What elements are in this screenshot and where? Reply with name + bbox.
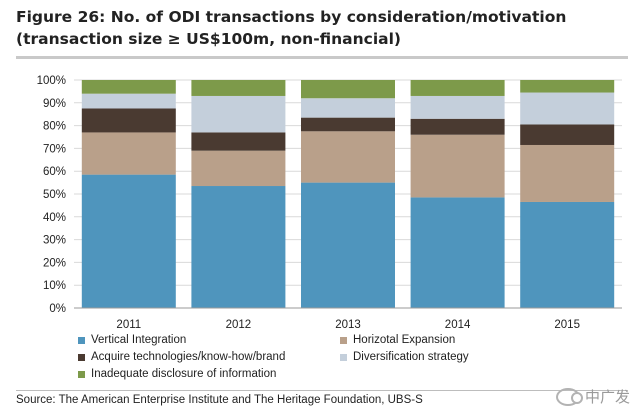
bar-segment <box>191 80 286 96</box>
bar-segment <box>410 134 505 198</box>
y-tick-label: 80% <box>43 121 66 133</box>
title-divider <box>16 56 628 59</box>
bar-segment <box>520 144 615 202</box>
legend-label: Diversification strategy <box>353 351 469 363</box>
x-tick-label: 2011 <box>116 319 141 331</box>
legend-label: Inadequate disclosure of information <box>91 368 277 380</box>
stacked-bar-chart: 0% 10% 20% 30% 40% 50% 60% 70% 80% 90% 100% 2011 201… <box>37 75 622 331</box>
legend-item: Acquire technologies/know-how/brand <box>78 349 285 365</box>
bar-segment <box>410 197 505 308</box>
bar-segment <box>191 186 286 308</box>
x-tick-label: 2012 <box>226 319 252 331</box>
bar-segment <box>301 98 395 118</box>
bar-segment <box>191 132 286 151</box>
bar-segment <box>410 118 505 135</box>
y-tick-label: 40% <box>43 212 66 224</box>
legend-swatch <box>78 336 85 344</box>
legend-swatch <box>340 353 347 361</box>
bar-segment <box>410 95 505 119</box>
bar-segment <box>81 93 176 109</box>
bar-segment <box>410 80 505 96</box>
bar-segment <box>81 108 176 133</box>
x-tick-label: 2015 <box>554 319 580 331</box>
watermark: 中广发 <box>555 386 630 407</box>
footer-divider <box>16 390 628 391</box>
watermark-text: 中广发 <box>584 388 630 406</box>
bar-segment <box>520 201 615 308</box>
bar-segment <box>81 174 176 308</box>
bar-segment <box>520 92 615 125</box>
legend-swatch <box>78 353 85 361</box>
y-tick-label: 10% <box>43 280 66 292</box>
y-tick-label: 90% <box>43 98 66 110</box>
bar-segment <box>301 80 395 99</box>
legend-item: Horizotal Expansion <box>340 332 455 348</box>
bar-segment <box>520 80 615 93</box>
x-tick-label: 2013 <box>335 319 361 331</box>
legend-swatch <box>340 336 347 344</box>
y-tick-label: 70% <box>43 143 66 155</box>
y-tick-label: 0% <box>49 303 66 315</box>
legend-item: Inadequate disclosure of information <box>78 366 276 382</box>
bar-segment <box>301 131 395 183</box>
bar-segment <box>81 80 176 94</box>
bar-segment <box>191 95 286 133</box>
bar-segment <box>81 132 176 175</box>
legend-label: Horizotal Expansion <box>353 334 456 346</box>
legend-label: Acquire technologies/know-how/brand <box>91 351 286 363</box>
legend-label: Vertical Integration <box>91 334 187 346</box>
x-tick-label: 2014 <box>445 319 471 331</box>
y-tick-label: 60% <box>43 166 66 178</box>
legend-item: Diversification strategy <box>340 349 469 365</box>
source-note: Source: The American Enterprise Institut… <box>16 394 423 406</box>
legend-item: Vertical Integration <box>78 332 186 348</box>
y-tick-label: 100% <box>37 75 66 87</box>
bar-segment <box>301 182 395 308</box>
bar-segment <box>191 150 286 187</box>
bar-segment <box>301 117 395 132</box>
y-tick-label: 30% <box>43 235 66 247</box>
y-tick-label: 20% <box>43 257 66 269</box>
chart-title: Figure 26: No. of ODI transactions by co… <box>16 8 567 48</box>
legend-swatch <box>78 370 85 378</box>
bar-segment <box>520 124 615 145</box>
wechat-icon <box>555 387 583 406</box>
y-tick-label: 50% <box>43 189 66 201</box>
